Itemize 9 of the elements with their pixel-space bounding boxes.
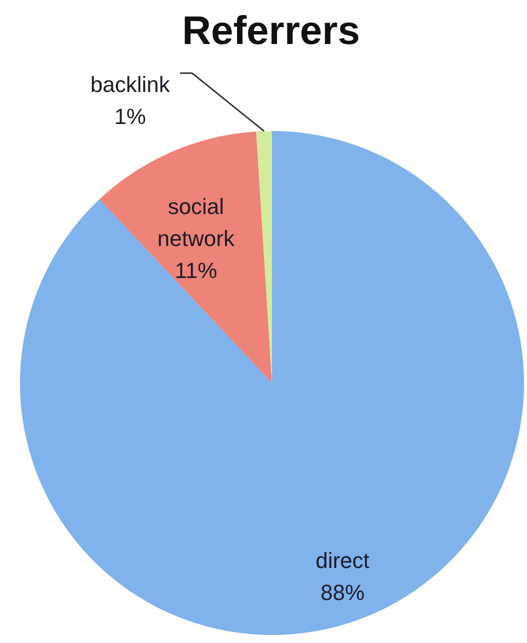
data-label: 88% — [320, 580, 365, 606]
slice-label: direct — [316, 548, 370, 574]
slice-label: social network — [157, 194, 236, 252]
slice-label: backlink — [90, 72, 171, 98]
pie-slice — [20, 131, 524, 635]
pie-slice — [99, 131, 272, 383]
data-label: 11% — [174, 258, 218, 284]
data-label: 1% — [114, 104, 146, 130]
chart-title: Referrers — [182, 9, 360, 53]
